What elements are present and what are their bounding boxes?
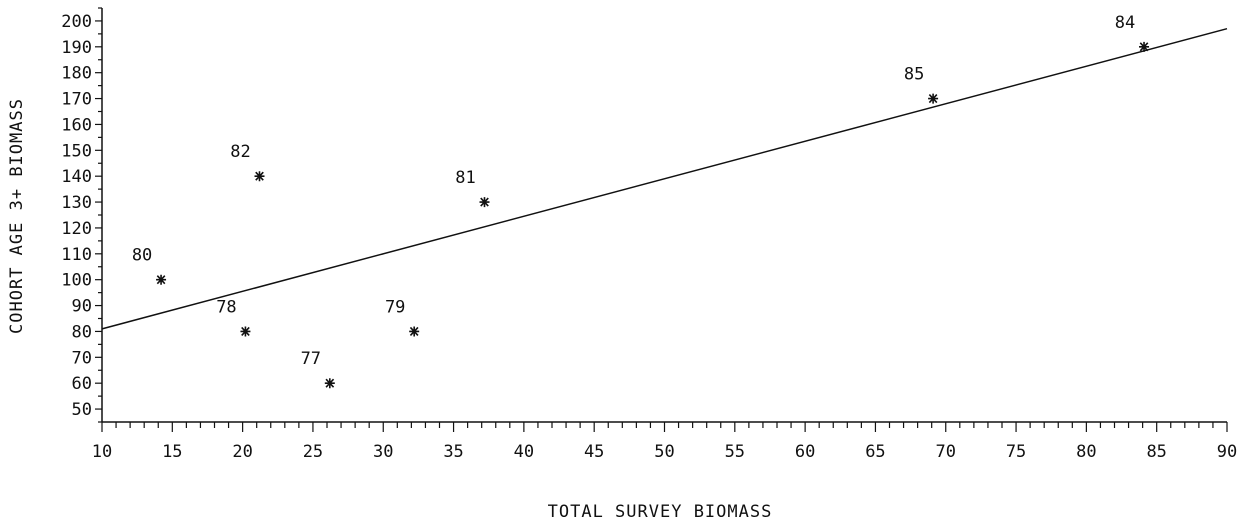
x-tick-label: 65: [865, 442, 885, 462]
y-tick-label: 190: [61, 38, 92, 58]
x-tick-label: 30: [373, 442, 393, 462]
x-tick-label: 75: [1006, 442, 1026, 462]
data-point: 77: [301, 349, 335, 389]
fit-line-layer: [101, 27, 1228, 330]
x-tick-label: 80: [1076, 442, 1096, 462]
y-tick-label: 100: [61, 271, 92, 291]
y-tick-label: 200: [61, 12, 92, 32]
x-tick-label: 50: [654, 442, 674, 462]
asterisk-marker: [928, 93, 939, 104]
x-axis: 10 15 20 25 30 35 40 45 50 55 60 65 70 75 80 85 90: [92, 421, 1237, 462]
asterisk-marker: [1139, 41, 1150, 52]
asterisk-marker: [240, 326, 251, 337]
x-tick-label: 85: [1146, 442, 1166, 462]
y-tick-label: 110: [61, 245, 92, 265]
point-label: 78: [216, 297, 236, 317]
x-tick-label: 25: [303, 442, 323, 462]
x-tick-label: 10: [92, 442, 112, 462]
y-tick-label: 70: [72, 348, 92, 368]
asterisk-marker: [254, 171, 265, 182]
y-tick-label: 50: [72, 400, 92, 420]
point-label: 79: [385, 297, 405, 317]
x-tick-label: 70: [936, 442, 956, 462]
data-point: 84: [1115, 13, 1150, 52]
x-tick-label: 20: [232, 442, 252, 462]
data-point: 78: [216, 297, 251, 337]
y-tick-label: 170: [61, 90, 92, 110]
y-tick-label: 80: [72, 322, 92, 342]
points-layer: 77 78 79 80 81 82 84 85: [132, 13, 1150, 389]
point-label: 77: [301, 349, 321, 369]
data-point: 81: [455, 168, 490, 208]
data-point: 79: [385, 297, 420, 337]
x-tick-label: 15: [162, 442, 182, 462]
y-axis-title: COHORT AGE 3+ BIOMASS: [7, 98, 27, 334]
y-tick-label: 140: [61, 167, 92, 187]
data-point: 85: [904, 65, 939, 104]
y-tick-label: 150: [61, 141, 92, 161]
regression-line: [101, 27, 1228, 330]
point-label: 80: [132, 246, 152, 266]
y-tick-label: 120: [61, 219, 92, 239]
asterisk-marker: [409, 326, 420, 337]
x-tick-label: 60: [795, 442, 815, 462]
asterisk-marker: [156, 274, 167, 285]
y-axis: 50 60 70 80 90 100 110 120 130 140 150 160 170 180 190…: [61, 7, 103, 423]
x-axis-title: TOTAL SURVEY BIOMASS: [548, 502, 773, 522]
y-tick-label: 60: [72, 374, 92, 394]
asterisk-marker: [479, 197, 490, 208]
x-tick-label: 45: [584, 442, 604, 462]
y-tick-label: 90: [72, 297, 92, 317]
point-label: 84: [1115, 13, 1135, 33]
point-label: 82: [230, 142, 250, 162]
data-point: 82: [230, 142, 265, 182]
data-point: 80: [132, 246, 167, 285]
asterisk-marker: [324, 378, 335, 389]
y-tick-label: 160: [61, 115, 92, 135]
x-tick-label: 40: [514, 442, 534, 462]
x-tick-label: 55: [725, 442, 745, 462]
y-tick-label: 180: [61, 64, 92, 84]
x-tick-label: 35: [443, 442, 463, 462]
y-tick-label: 130: [61, 193, 92, 213]
point-label: 85: [904, 65, 924, 85]
x-tick-label: 90: [1217, 442, 1237, 462]
point-label: 81: [455, 168, 475, 188]
